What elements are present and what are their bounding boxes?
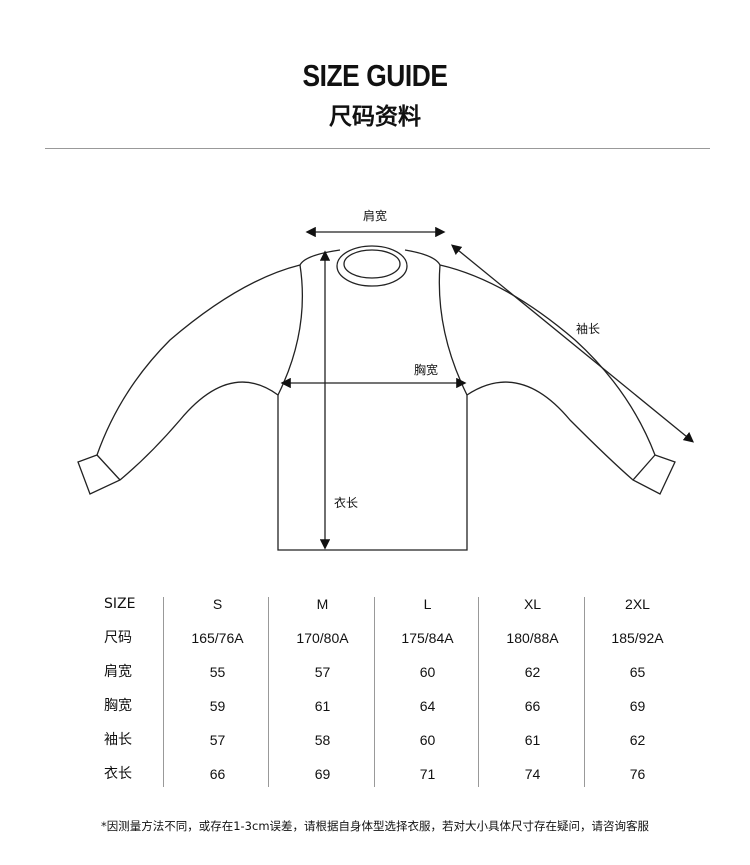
table-cell: 175/84A: [401, 630, 454, 646]
column-divider: [268, 597, 269, 787]
table-cell: 57: [209, 732, 226, 748]
table-row: 袖长 57 58 60 61 62: [90, 724, 690, 758]
table-cell: 66: [209, 766, 226, 782]
row-header: 袖长: [104, 732, 132, 748]
table-cell: 58: [314, 732, 331, 748]
table-cell: 69: [629, 698, 646, 714]
column-divider: [163, 597, 164, 787]
table-cell: 71: [419, 766, 436, 782]
table-cell: 65: [629, 664, 646, 680]
row-header: 尺码: [104, 630, 132, 646]
table-cell: XL: [523, 596, 542, 612]
table-cell: 69: [314, 766, 331, 782]
row-header: SIZE: [104, 596, 136, 612]
table-cell: S: [212, 596, 223, 612]
table-cell: 57: [314, 664, 331, 680]
sleeve-arrow: [450, 244, 695, 443]
title-english: SIZE GUIDE: [302, 58, 448, 93]
sleeve-label: 袖长: [576, 322, 601, 336]
table-cell: 55: [209, 664, 226, 680]
table-row: 肩宽 55 57 60 62 65: [90, 656, 690, 690]
table-cell: 76: [629, 766, 646, 782]
row-header: 胸宽: [104, 698, 132, 714]
table-row: SIZE S M L XL 2XL: [90, 588, 690, 622]
table-cell: 64: [419, 698, 436, 714]
table-cell: 62: [524, 664, 541, 680]
divider: [45, 148, 710, 149]
table-cell: 74: [524, 766, 541, 782]
row-header: 肩宽: [104, 664, 132, 680]
disclaimer-note: *因测量方法不同，或存在1-3cm误差，请根据自身体型选择衣服，若对大小具体尺寸…: [100, 819, 650, 833]
table-cell: 180/88A: [506, 630, 559, 646]
table-cell: M: [316, 596, 329, 612]
table-cell: 2XL: [625, 596, 650, 612]
table-row: 尺码 165/76A 170/80A 175/84A 180/88A 185/92A: [90, 622, 690, 656]
table-cell: 185/92A: [611, 630, 664, 646]
table-cell: 61: [314, 698, 331, 714]
table-row: 胸宽 59 61 64 66 69: [90, 690, 690, 724]
column-divider: [374, 597, 375, 787]
table-cell: 62: [629, 732, 646, 748]
table-cell: 165/76A: [191, 630, 244, 646]
title-chinese: 尺码资料: [329, 104, 421, 130]
table-cell: 60: [419, 664, 436, 680]
table-cell: 66: [524, 698, 541, 714]
shoulder-label: 肩宽: [363, 209, 388, 223]
table-row: 衣长 66 69 71 74 76: [90, 758, 690, 792]
length-label: 衣长: [334, 496, 359, 510]
table-cell: 170/80A: [296, 630, 349, 646]
table-cell: L: [423, 596, 432, 612]
column-divider: [584, 597, 585, 787]
chest-label: 胸宽: [414, 363, 439, 377]
sweater-outline: [77, 245, 676, 551]
sweater-diagram: [77, 226, 695, 551]
table-cell: 61: [524, 732, 541, 748]
column-divider: [478, 597, 479, 787]
table-cell: 60: [419, 732, 436, 748]
table-cell: 59: [209, 698, 226, 714]
row-header: 衣长: [104, 766, 132, 782]
